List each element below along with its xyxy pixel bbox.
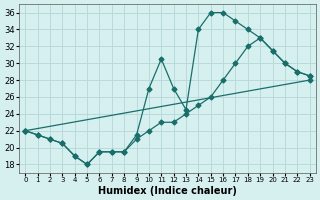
X-axis label: Humidex (Indice chaleur): Humidex (Indice chaleur): [98, 186, 237, 196]
